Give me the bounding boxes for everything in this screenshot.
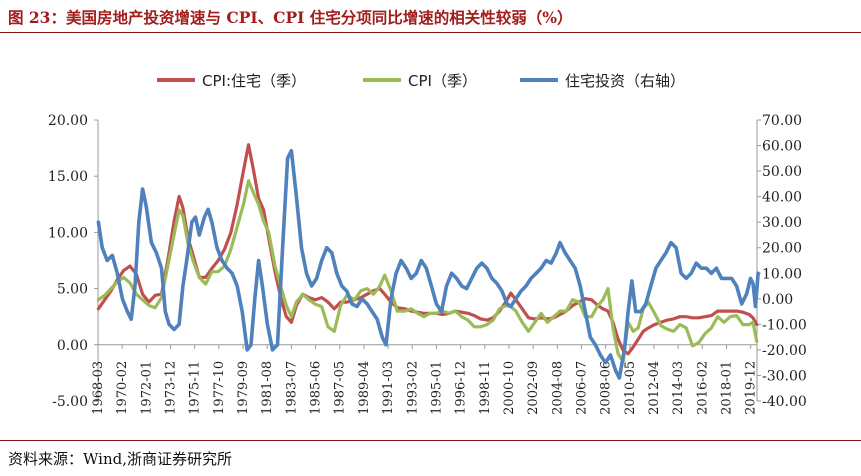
legend-label: CPI:住宅（季） <box>202 72 306 90</box>
x-tick-label: 1970-02 <box>115 361 130 415</box>
y-right-tick-label: 30.00 <box>762 215 802 231</box>
x-tick-label: 1996-12 <box>454 361 469 415</box>
x-tick-label: 1993-02 <box>405 361 420 415</box>
y-right-tick-label: 50.00 <box>762 164 802 180</box>
legend-label: CPI（季） <box>408 72 477 90</box>
x-tick-label: 2019-12 <box>744 361 759 415</box>
y-right-tick-label: -20.00 <box>762 343 807 359</box>
y-right-tick-label: 70.00 <box>762 113 802 129</box>
series-group <box>96 143 760 380</box>
y-right-tick-label: 20.00 <box>762 241 802 257</box>
y-left-tick-label: -5.00 <box>52 394 88 410</box>
x-tick-label: 1975-11 <box>188 361 203 415</box>
x-tick-label: 1991-03 <box>381 361 396 415</box>
y-right-tick-label: -40.00 <box>762 394 807 410</box>
y-left-tick-label: 0.00 <box>57 338 88 354</box>
chart-title: 图 23：美国房地产投资增速与 CPI、CPI 住宅分项同比增速的相关性较弱（%… <box>8 8 573 27</box>
x-tick-label: 1989-04 <box>357 361 372 415</box>
source-note: 资料来源：Wind,浙商证券研究所 <box>8 450 232 468</box>
y-axis-left: -5.00 0.00 5.00 10.00 15.00 20.00 <box>48 113 99 410</box>
source-divider <box>0 440 861 441</box>
y-right-tick-label: 60.00 <box>762 139 802 155</box>
y-right-tick-label: 40.00 <box>762 190 802 206</box>
y-right-tick-label: 0.00 <box>762 292 793 308</box>
x-tick-label: 1973-12 <box>164 361 179 415</box>
x-tick-label: 2004-08 <box>550 361 565 415</box>
x-tick-label: 1968-03 <box>91 361 106 415</box>
x-tick-label: 1983-07 <box>284 361 299 415</box>
x-tick-label: 1981-08 <box>260 361 275 415</box>
x-tick-label: 2008-06 <box>599 361 614 415</box>
y-right-tick-label: -10.00 <box>762 317 807 333</box>
y-right-tick-label: -30.00 <box>762 368 807 384</box>
x-tick-label: 1979-09 <box>236 361 251 415</box>
y-axis-right: -40.00 -30.00 -20.00 -10.00 0.00 10.00 20.00 30… <box>756 113 807 410</box>
x-tick-label: 2000-10 <box>502 361 517 415</box>
y-left-tick-label: 20.00 <box>48 113 88 129</box>
x-tick-label: 1985-06 <box>309 361 324 415</box>
x-tick-label: 2012-04 <box>647 361 662 415</box>
y-left-tick-label: 10.00 <box>48 225 88 241</box>
x-tick-label: 2010-05 <box>623 361 638 415</box>
y-left-tick-label: 5.00 <box>57 282 88 298</box>
x-tick-label: 1995-01 <box>429 361 444 415</box>
title-divider <box>0 32 861 33</box>
legend-label: 住宅投资（右轴） <box>565 72 685 90</box>
y-left-tick-label: 15.00 <box>48 169 88 185</box>
y-right-tick-label: 10.00 <box>762 266 802 282</box>
x-tick-label: 2016-02 <box>695 361 710 415</box>
x-tick-label: 1987-05 <box>333 361 348 415</box>
x-axis: 1968-03 1970-02 1972-01 1973-12 1975-11 1977-… <box>91 344 759 415</box>
x-tick-label: 2014-03 <box>671 361 686 415</box>
x-tick-label: 2018-01 <box>720 361 735 415</box>
series-line-3 <box>96 148 760 380</box>
x-tick-label: 1977-10 <box>212 361 227 415</box>
x-tick-label: 1972-01 <box>139 361 154 415</box>
x-tick-label: 1998-11 <box>478 361 493 415</box>
x-tick-label: 2006-07 <box>574 361 589 415</box>
x-tick-label: 2002-09 <box>526 361 541 415</box>
legend: CPI:住宅（季） CPI（季） 住宅投资（右轴） <box>157 72 685 90</box>
